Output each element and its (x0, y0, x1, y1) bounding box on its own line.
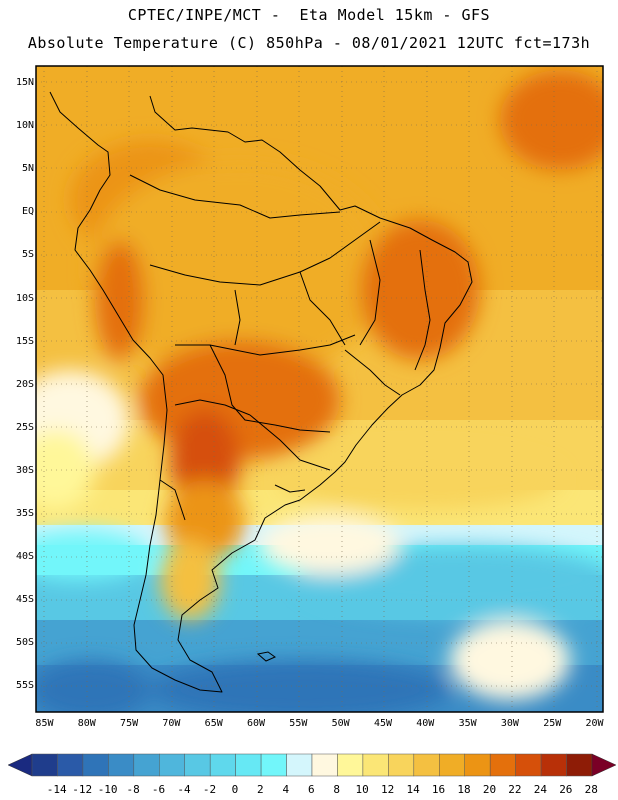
colorbar-swatch (388, 753, 415, 777)
colorbar-swatch (31, 753, 58, 777)
colorbar-label: 28 (584, 783, 598, 796)
colorbar-swatch (515, 753, 542, 777)
colorbar-swatch (311, 753, 338, 777)
colorbar (7, 753, 617, 777)
title-line-1: CPTEC/INPE/MCT - Eta Model 15km - GFS (127, 6, 491, 24)
lon-tick-label: 70W (162, 718, 181, 729)
lon-tick-label: 55W (289, 718, 308, 729)
colorbar-swatch (108, 753, 135, 777)
lat-tick-label: 50S (15, 637, 34, 649)
colorbar-swatch (82, 753, 109, 777)
lat-tick-label: 55S (15, 680, 34, 692)
lat-tick-label: 35S (15, 507, 34, 519)
colorbar-swatch (57, 753, 84, 777)
lon-tick-label: 50W (331, 718, 350, 729)
colorbar-swatch (540, 753, 567, 777)
colorbar-label: 2 (257, 783, 264, 796)
lon-tick-label: 75W (120, 718, 139, 729)
colorbar-swatch (362, 753, 389, 777)
lat-tick-label: 5S (21, 249, 34, 261)
lat-tick-label: 20S (15, 378, 34, 390)
colorbar-label: 24 (533, 783, 547, 796)
lat-tick-label: 45S (15, 594, 34, 606)
temperature-field (36, 66, 603, 712)
colorbar-swatch (209, 753, 236, 777)
lon-tick-label: 20W (585, 718, 604, 729)
colorbar-label: 18 (457, 783, 471, 796)
lat-tick-label: 40S (15, 550, 34, 562)
colorbar-label: 6 (307, 783, 315, 796)
lat-tick-label: 30S (15, 464, 34, 476)
colorbar-label: -4 (177, 783, 191, 796)
colorbar-swatch (489, 753, 516, 777)
lon-tick-label: 80W (77, 718, 96, 729)
colorbar-label: -14 (46, 783, 67, 796)
colorbar-swatch (439, 753, 465, 777)
colorbar-swatch (566, 753, 593, 777)
lat-tick-label: 25S (15, 421, 34, 433)
colorbar-label: 0 (231, 783, 239, 796)
colorbar-swatch (413, 753, 440, 777)
colorbar-label: -2 (202, 783, 217, 796)
lon-tick-label: 25W (543, 718, 562, 729)
lat-tick-label: 15S (15, 335, 34, 347)
title-line-2: Absolute Temperature (C) 850hPa - 08/01/… (27, 34, 591, 52)
map-frame (35, 65, 604, 713)
falklands (256, 651, 277, 662)
colorbar-label: 8 (333, 783, 341, 796)
colorbar-swatch (133, 753, 160, 777)
colorbar-label: -6 (151, 783, 166, 796)
colorbar-label: 12 (381, 783, 395, 796)
lat-tick-label: 10S (15, 292, 34, 304)
colorbar-label: 22 (508, 783, 522, 796)
lon-tick-label: 40W (416, 718, 435, 729)
lon-tick-label: 65W (204, 718, 223, 729)
lat-tick-label: EQ (21, 206, 34, 218)
colorbar-swatch (184, 753, 211, 777)
lon-tick-label: 60W (246, 718, 266, 729)
lon-tick-label: 45W (373, 718, 392, 729)
lon-tick-label: 30W (500, 718, 519, 729)
colorbar-label: 26 (559, 783, 573, 796)
colorbar-label: -8 (126, 783, 140, 796)
lat-tick-label: 5N (21, 163, 34, 175)
coastline (49, 91, 473, 693)
colorbar-label: -12 (72, 783, 93, 796)
colorbar-label: 20 (482, 783, 497, 796)
colorbar-swatch (337, 753, 364, 777)
colorbar-swatch (260, 753, 287, 777)
colorbar-swatch (159, 753, 185, 777)
colorbar-label: -10 (97, 783, 118, 796)
colorbar-swatch (286, 753, 313, 777)
colorbar-swatch (464, 753, 491, 777)
colorbar-swatch (235, 753, 262, 777)
colorbar-low-arrow (7, 753, 33, 777)
lon-tick-label: 35W (458, 718, 477, 729)
lat-tick-label: 15N (15, 77, 34, 89)
colorbar-label: 10 (355, 783, 369, 796)
lat-tick-label: 10N (15, 120, 34, 132)
colorbar-label: 16 (431, 783, 446, 796)
colorbar-high-arrow (591, 753, 617, 777)
lon-tick-label: 85W (35, 718, 54, 729)
colorbar-label: 14 (406, 783, 420, 796)
colorbar-label: 4 (282, 783, 290, 796)
